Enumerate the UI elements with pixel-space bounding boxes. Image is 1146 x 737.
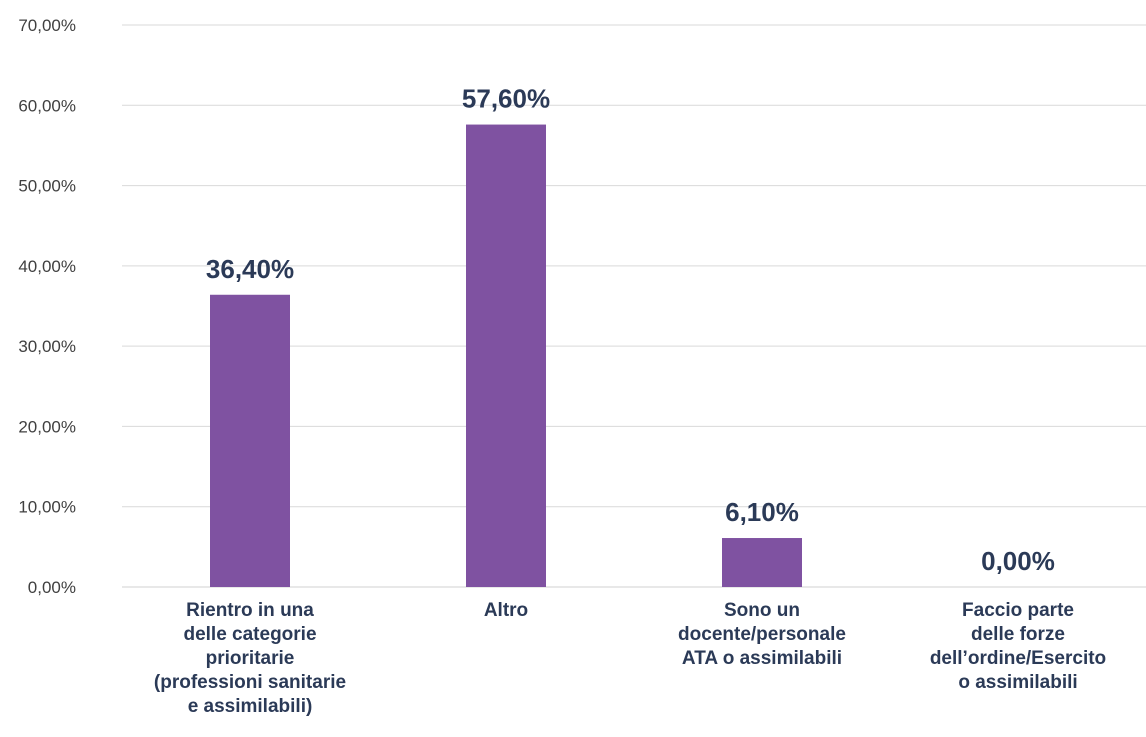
- category-label-line: e assimilabili): [188, 696, 313, 717]
- category-label: Sono un docente/personale ATA o assimilabi…: [678, 600, 846, 669]
- y-tick-label: 20,00%: [18, 417, 76, 436]
- gridlines: [122, 24, 1146, 588]
- category-label-line: Rientro in una: [186, 600, 314, 621]
- data-label: 36,40%: [206, 254, 294, 284]
- x-axis-category-labels: Rientro in una delle categorie prioritarie…: [154, 600, 1106, 717]
- category-label-line: o assimilabili: [958, 672, 1077, 693]
- data-labels: 36,40% 57,60% 6,10% 0,00%: [206, 84, 1055, 576]
- category-label-line: delle categorie: [183, 624, 316, 645]
- category-label-line: dell’ordine/Esercito: [930, 648, 1106, 669]
- category-label-line: docente/personale: [678, 624, 846, 645]
- y-tick-label: 0,00%: [28, 578, 76, 597]
- category-label-line: Altro: [484, 600, 528, 621]
- category-label: Faccio parte delle forze dell’ordine/Eserc…: [930, 600, 1106, 693]
- y-tick-label: 70,00%: [18, 16, 76, 35]
- data-label: 0,00%: [981, 546, 1055, 576]
- y-tick-label: 30,00%: [18, 337, 76, 356]
- y-tick-label: 60,00%: [18, 96, 76, 115]
- bars: [210, 124, 802, 587]
- bar: [210, 294, 290, 587]
- category-label-line: Faccio parte: [962, 600, 1074, 621]
- category-label-line: prioritarie: [206, 648, 295, 669]
- category-label-line: (professioni sanitarie: [154, 672, 346, 693]
- bar: [722, 538, 802, 587]
- category-label-line: ATA o assimilabili: [682, 648, 842, 669]
- category-label-line: delle forze: [971, 624, 1065, 645]
- category-label-line: Sono un: [724, 600, 800, 621]
- data-label: 57,60%: [462, 84, 550, 114]
- data-label: 6,10%: [725, 497, 799, 527]
- y-tick-label: 40,00%: [18, 257, 76, 276]
- y-tick-label: 50,00%: [18, 177, 76, 196]
- bar: [466, 124, 546, 587]
- y-axis-tick-labels: 0,00% 10,00% 20,00% 30,00% 40,00% 50,00% 60,00…: [18, 16, 76, 597]
- category-label: Altro: [484, 600, 528, 621]
- y-tick-label: 10,00%: [18, 498, 76, 517]
- category-label: Rientro in una delle categorie prioritarie…: [154, 600, 346, 717]
